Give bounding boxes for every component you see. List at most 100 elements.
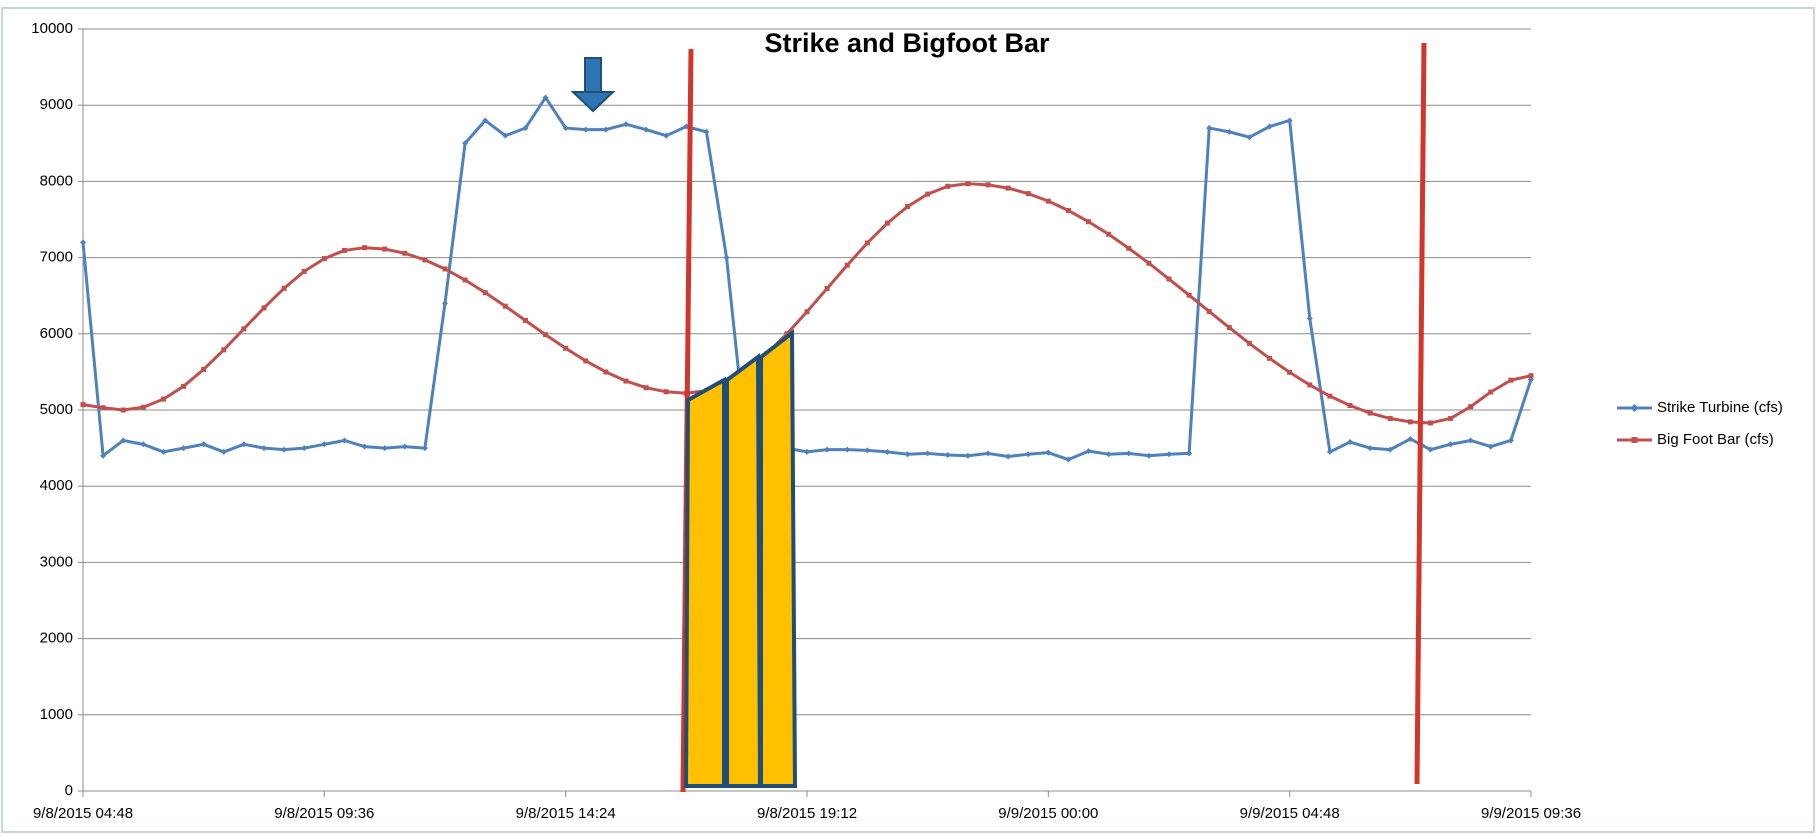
point: [824, 446, 831, 453]
point: [1186, 292, 1192, 298]
point: [240, 441, 247, 448]
point: [321, 441, 328, 448]
point: [1287, 369, 1293, 375]
point: [623, 121, 629, 128]
point: [140, 404, 146, 410]
point: [563, 345, 569, 351]
point: [281, 285, 287, 291]
point: [100, 452, 107, 459]
point: [1508, 377, 1514, 383]
point: [844, 446, 851, 453]
point: [1146, 260, 1152, 266]
point: [80, 239, 86, 246]
point: [522, 125, 529, 132]
point: [301, 445, 308, 452]
y-tick-label: 5000: [40, 401, 73, 418]
point: [221, 347, 227, 353]
point: [784, 331, 790, 337]
point: [1025, 191, 1031, 197]
point: [602, 126, 609, 133]
point: [160, 448, 167, 455]
point: [583, 358, 589, 364]
point: [1488, 389, 1494, 395]
point: [482, 290, 488, 296]
point: [462, 277, 468, 283]
point: [1065, 456, 1072, 463]
point: [1226, 325, 1232, 331]
point: [964, 452, 971, 459]
point: [1407, 435, 1414, 442]
point: [1226, 128, 1233, 135]
y-tick-label: 1000: [40, 706, 73, 723]
point: [1126, 245, 1132, 251]
point: [261, 305, 267, 311]
point: [1005, 453, 1012, 460]
point: [120, 407, 126, 413]
point: [1407, 419, 1413, 425]
point: [1065, 208, 1071, 214]
point: [1045, 198, 1051, 204]
point: [985, 182, 991, 188]
chart-title: Strike and Bigfoot Bar: [764, 28, 1050, 58]
point: [1387, 446, 1394, 453]
point: [1326, 448, 1333, 455]
point: [542, 94, 549, 101]
point: [502, 132, 509, 139]
point: [1206, 125, 1213, 132]
point: [1447, 441, 1454, 448]
highlight-block: [683, 376, 726, 788]
point: [341, 437, 348, 444]
point: [100, 405, 106, 411]
point: [1085, 448, 1092, 455]
x-tick-label: 9/9/2015 04:48: [1240, 805, 1340, 822]
legend-marker: [1630, 404, 1639, 412]
point: [362, 245, 368, 251]
annotations: [570, 42, 1427, 793]
point: [603, 369, 609, 375]
point: [925, 191, 931, 197]
point: [80, 402, 86, 408]
point: [1166, 276, 1172, 282]
point: [1125, 450, 1132, 457]
point: [944, 451, 951, 458]
point: [442, 300, 448, 307]
legend-label: Big Foot Bar (cfs): [1657, 431, 1774, 448]
y-tick-label: 7000: [40, 249, 73, 266]
point: [1246, 134, 1253, 141]
point: [1145, 452, 1152, 459]
point: [140, 441, 147, 448]
highlight-block: [759, 328, 798, 788]
point: [482, 117, 489, 124]
plot: [80, 94, 1534, 463]
point: [241, 326, 247, 332]
y-tick-label: 6000: [40, 325, 73, 342]
point: [261, 445, 267, 452]
point: [924, 450, 931, 457]
point: [1025, 451, 1032, 458]
point: [1448, 415, 1454, 421]
point: [824, 285, 830, 291]
point: [945, 183, 951, 189]
point: [1387, 416, 1393, 422]
y-tick-label: 10000: [31, 20, 73, 37]
point: [723, 254, 730, 261]
point: [1347, 439, 1353, 446]
point: [381, 445, 388, 452]
point: [341, 247, 347, 253]
point: [1306, 315, 1313, 322]
point: [522, 317, 528, 323]
point: [804, 448, 810, 455]
point: [1266, 123, 1273, 130]
point: [220, 448, 227, 455]
point: [1166, 451, 1172, 458]
point: [804, 309, 810, 315]
point: [1206, 308, 1212, 314]
x-tick-label: 9/8/2015 09:36: [274, 805, 374, 822]
point: [1186, 450, 1193, 457]
point: [120, 437, 127, 444]
marker-line: [1414, 42, 1427, 785]
y-tick-label: 8000: [40, 172, 73, 189]
x-tick-label: 9/8/2015 04:48: [33, 805, 133, 822]
y-tick-label: 2000: [40, 630, 73, 647]
point: [1347, 403, 1353, 409]
